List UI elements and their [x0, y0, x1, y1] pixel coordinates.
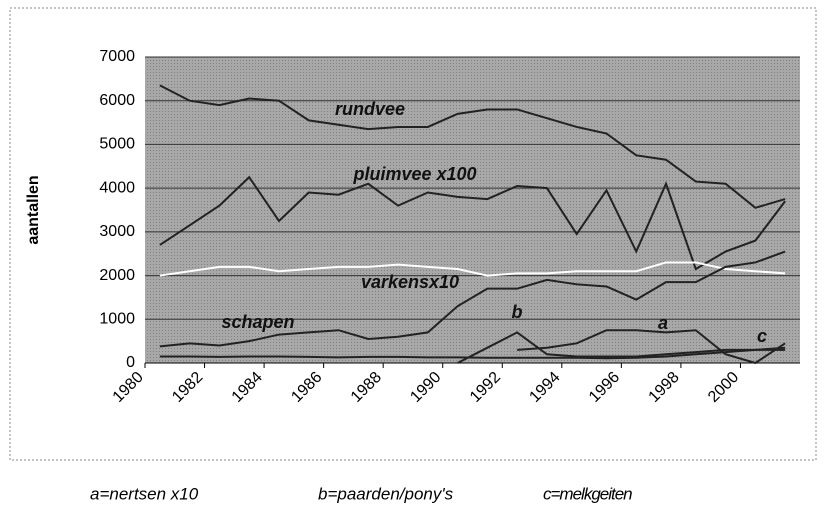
series-line	[457, 331, 786, 364]
y-tick-label: 0	[126, 354, 135, 371]
y-tick-label: 6000	[99, 92, 135, 109]
series-line	[159, 261, 786, 277]
y-label: aantallen	[25, 175, 42, 244]
y-tick-label: 7000	[99, 48, 135, 65]
y-tick-label: 4000	[99, 179, 135, 196]
plot-area	[145, 57, 800, 363]
y-tick-label: 2000	[99, 267, 135, 284]
note: b=paarden/pony's	[318, 484, 454, 503]
y-tick-label: 3000	[99, 223, 135, 240]
series-label: b	[512, 302, 523, 322]
note: a=nertsen x10	[90, 484, 199, 503]
series-line	[159, 84, 786, 209]
series-line	[517, 329, 786, 365]
series-line	[159, 250, 786, 348]
series-label: a	[658, 313, 668, 333]
y-tick-label: 5000	[99, 136, 135, 153]
y-tick-label: 1000	[99, 311, 135, 328]
series-label: rundvee	[335, 99, 405, 119]
series-label: pluimvee x100	[352, 164, 476, 184]
series-label: varkensx10	[361, 272, 459, 292]
series-label: c	[757, 326, 767, 346]
note: c=melkgeiten	[543, 484, 632, 503]
series-line	[159, 346, 786, 360]
series-label: schapen	[221, 312, 294, 332]
series-line	[159, 175, 786, 271]
